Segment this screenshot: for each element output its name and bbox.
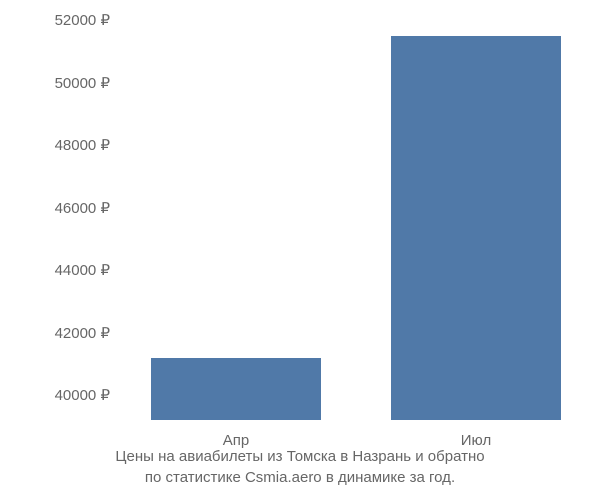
y-tick-label: 50000 ₽ xyxy=(55,74,110,92)
y-tick-label: 44000 ₽ xyxy=(55,261,110,279)
plot-area xyxy=(100,20,580,420)
bar xyxy=(391,36,561,420)
chart-container: 40000 ₽ 42000 ₽ 44000 ₽ 46000 ₽ 48000 ₽ 50000… xyxy=(0,0,600,500)
caption-line1: Цены на авиабилеты из Томска в Назрань и… xyxy=(115,448,484,465)
y-tick-label: 40000 ₽ xyxy=(55,386,110,404)
y-tick-label: 46000 ₽ xyxy=(55,199,110,217)
caption-line2: по статистике Csmia.aero в динамике за г… xyxy=(145,469,455,486)
y-tick-label: 42000 ₽ xyxy=(55,324,110,342)
chart-caption: Цены на авиабилеты из Томска в Назрань и… xyxy=(0,446,600,488)
y-tick-label: 52000 ₽ xyxy=(55,11,110,29)
bar xyxy=(151,358,321,421)
y-tick-label: 48000 ₽ xyxy=(55,136,110,154)
